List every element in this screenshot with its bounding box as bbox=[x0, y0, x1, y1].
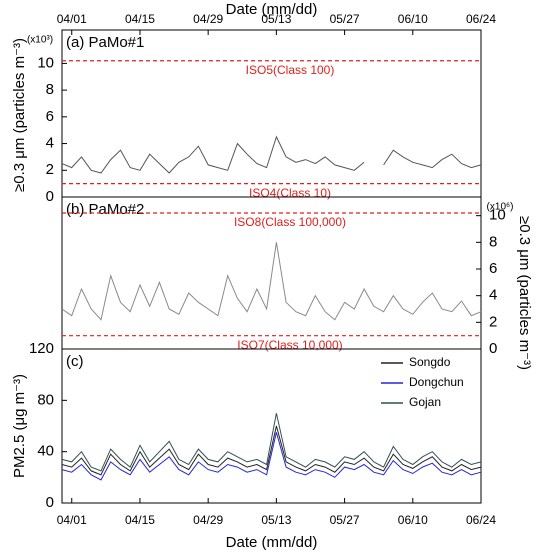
x-tick-label: 04/15 bbox=[125, 12, 155, 26]
reference-label: ISO7(Class 10,000) bbox=[237, 338, 342, 352]
x-tick-label: 04/29 bbox=[193, 513, 223, 527]
y-axis-title: ≥0.3 μm (particles m⁻³) bbox=[516, 216, 533, 370]
data-line bbox=[61, 432, 482, 481]
x-tick-label: 06/10 bbox=[398, 12, 428, 26]
y-tick-label: 2 bbox=[46, 161, 54, 178]
panel-label: (c) bbox=[66, 353, 84, 370]
legend-label: Songdo bbox=[409, 355, 451, 369]
y-tick-label: 80 bbox=[37, 391, 54, 408]
y-tick-label: 8 bbox=[46, 81, 54, 98]
y-tick-label: 4 bbox=[489, 287, 497, 304]
y-tick-label: 10 bbox=[489, 207, 506, 224]
y-tick-label: 8 bbox=[489, 233, 497, 250]
panel-label: (a) PaMo#1 bbox=[66, 34, 144, 51]
y-tick-label: 0 bbox=[46, 188, 54, 205]
x-tick-label: 04/01 bbox=[57, 513, 87, 527]
x-tick-label: 05/27 bbox=[330, 12, 360, 26]
y-multiplier: (x10⁶) bbox=[487, 202, 514, 213]
panel-frame bbox=[61, 348, 482, 504]
x-tick-label: 04/15 bbox=[125, 513, 155, 527]
data-line bbox=[383, 149, 482, 169]
y-tick-label: 6 bbox=[46, 108, 54, 125]
panel-label: (b) PaMo#2 bbox=[66, 201, 144, 218]
y-tick-label: 10 bbox=[37, 54, 54, 71]
data-line bbox=[61, 425, 482, 476]
y-axis-title: PM2.5 (μg m⁻³) bbox=[11, 374, 28, 478]
x-tick-label: 04/29 bbox=[193, 12, 223, 26]
y-tick-label: 120 bbox=[29, 340, 54, 357]
panel-frame bbox=[61, 29, 482, 198]
y-tick-label: 0 bbox=[46, 494, 54, 511]
y-tick-label: 0 bbox=[489, 340, 497, 357]
x-tick-label: 05/13 bbox=[261, 12, 291, 26]
x-axis-title: Date (mm/dd) bbox=[226, 1, 318, 18]
x-tick-label: 05/13 bbox=[261, 513, 291, 527]
legend-label: Dongchun bbox=[409, 375, 464, 389]
reference-label: ISO8(Class 100,000) bbox=[234, 215, 346, 229]
legend-label: Gojan bbox=[409, 395, 441, 409]
data-line bbox=[61, 135, 365, 174]
data-line bbox=[61, 413, 482, 472]
reference-label: ISO5(Class 100) bbox=[246, 63, 335, 77]
x-tick-label: 06/24 bbox=[466, 513, 496, 527]
data-line bbox=[61, 242, 482, 321]
x-tick-label: 06/10 bbox=[398, 513, 428, 527]
y-tick-label: 4 bbox=[46, 135, 54, 152]
y-multiplier: (x10³) bbox=[27, 35, 53, 46]
y-axis-title: ≥0.3 μm (particles m⁻³) bbox=[11, 38, 28, 192]
x-axis-title: Date (mm/dd) bbox=[226, 534, 318, 551]
y-tick-label: 2 bbox=[489, 313, 497, 330]
x-tick-label: 04/01 bbox=[57, 12, 87, 26]
x-tick-label: 06/24 bbox=[466, 12, 496, 26]
x-tick-label: 05/27 bbox=[330, 513, 360, 527]
reference-label: ISO4(Class 10) bbox=[249, 186, 331, 200]
y-tick-label: 6 bbox=[489, 260, 497, 277]
y-tick-label: 40 bbox=[37, 443, 54, 460]
